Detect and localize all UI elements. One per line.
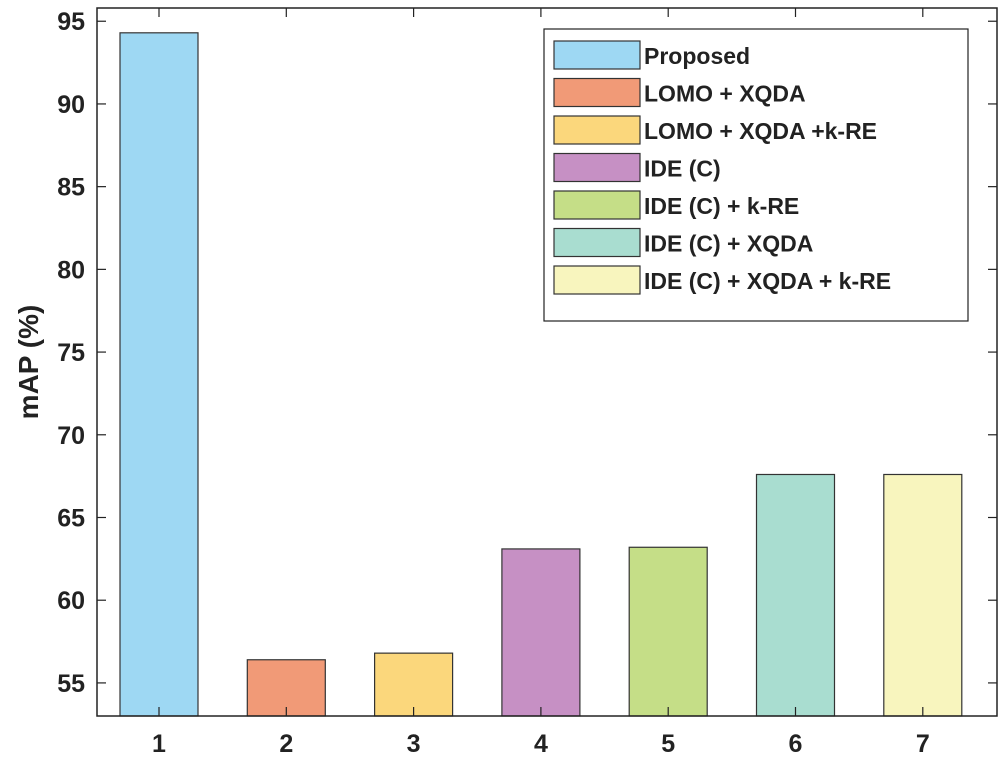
bar-2 bbox=[246, 659, 326, 717]
y-tick-label: 75 bbox=[57, 339, 85, 367]
y-axis-ticks: 55 60 65 70 75 80 85 90 95 bbox=[57, 8, 997, 698]
legend-swatch bbox=[553, 40, 641, 70]
legend-swatch bbox=[553, 190, 641, 220]
y-tick-label: 90 bbox=[57, 91, 85, 119]
legend-label: IDE (C) + XQDA + k-RE bbox=[644, 268, 891, 294]
x-tick-label: 1 bbox=[152, 730, 166, 758]
y-tick-label: 80 bbox=[57, 256, 85, 284]
legend-label: LOMO + XQDA bbox=[644, 81, 806, 107]
legend-label: Proposed bbox=[644, 43, 750, 69]
legend-swatch bbox=[553, 265, 641, 295]
legend-swatch bbox=[553, 77, 641, 108]
legend: Proposed LOMO + XQDA LOMO + XQDA +k-RE IDE … bbox=[543, 28, 969, 322]
bar-4 bbox=[501, 548, 581, 717]
legend-label: IDE (C) bbox=[644, 156, 721, 182]
legend-label: IDE (C) + XQDA bbox=[644, 231, 813, 257]
bars-group bbox=[119, 32, 963, 717]
bar-6 bbox=[755, 473, 836, 717]
plot-frame bbox=[96, 7, 998, 717]
x-tick-label: 7 bbox=[916, 730, 930, 758]
bar-7 bbox=[883, 473, 963, 717]
x-tick-label: 5 bbox=[661, 730, 675, 758]
y-tick-label: 60 bbox=[57, 587, 85, 615]
legend-swatch bbox=[553, 227, 641, 258]
x-axis-ticks: 1 2 3 4 5 6 7 bbox=[152, 8, 930, 758]
bar-1 bbox=[119, 32, 199, 717]
legend-swatch bbox=[553, 152, 641, 183]
y-tick-label: 85 bbox=[57, 174, 85, 202]
x-tick-label: 6 bbox=[789, 730, 803, 758]
y-tick-label: 55 bbox=[57, 670, 85, 698]
x-tick-label: 4 bbox=[534, 730, 548, 758]
y-tick-label: 65 bbox=[57, 504, 85, 532]
y-axis-title: mAP (%) bbox=[13, 305, 44, 420]
x-tick-label: 2 bbox=[279, 730, 293, 758]
legend-swatch bbox=[553, 115, 641, 145]
legend-label: IDE (C) + k-RE bbox=[644, 193, 799, 219]
x-tick-label: 3 bbox=[407, 730, 421, 758]
legend-label: LOMO + XQDA +k-RE bbox=[644, 118, 877, 144]
bar-5 bbox=[628, 546, 708, 717]
y-tick-label: 70 bbox=[57, 422, 85, 450]
bar-3 bbox=[374, 652, 454, 717]
y-tick-label: 95 bbox=[57, 8, 85, 36]
